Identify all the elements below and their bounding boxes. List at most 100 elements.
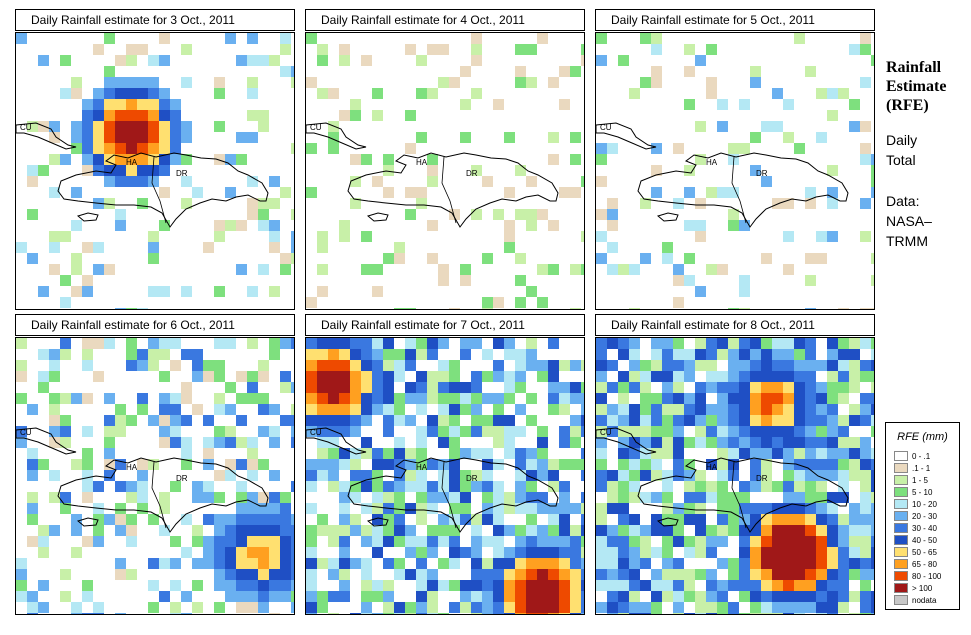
rainfall-cell (504, 580, 515, 591)
rainfall-cell (651, 393, 662, 404)
rainfall-cell (181, 382, 192, 393)
rainfall-cell (548, 503, 559, 514)
rainfall-cell (126, 415, 137, 426)
rainfall-cell (838, 459, 849, 470)
rainfall-cell (618, 264, 629, 275)
rainfall-cell (71, 393, 82, 404)
rainfall-cell (673, 459, 684, 470)
rainfall-cell (317, 426, 328, 437)
rainfall-cell (280, 536, 291, 547)
rainfall-cell (493, 437, 504, 448)
rainfall-cell (493, 547, 504, 558)
rainfall-cell (350, 613, 361, 614)
rainfall-cell (291, 209, 294, 220)
rainfall-cell (772, 198, 783, 209)
rainfall-cell (607, 209, 618, 220)
rainfall-cell (38, 580, 49, 591)
rainfall-cell (126, 55, 137, 66)
rainfall-cell (537, 602, 548, 613)
rainfall-cell (438, 393, 449, 404)
rainfall-cell (247, 536, 258, 547)
rainfall-cell (471, 470, 482, 481)
rainfall-cell (137, 110, 148, 121)
rainfall-cell (280, 591, 291, 602)
rainfall-cell (570, 437, 581, 448)
rainfall-cell (493, 338, 504, 349)
rainfall-cell (548, 525, 559, 536)
rainfall-cell (827, 602, 838, 613)
rainfall-cell (170, 404, 181, 415)
rainfall-cell (71, 132, 82, 143)
rainfall-cell (849, 613, 860, 614)
rainfall-cell (170, 393, 181, 404)
rainfall-cell (148, 349, 159, 360)
rainfall-cell (328, 415, 339, 426)
rainfall-cell (860, 231, 871, 242)
rainfall-cell (783, 591, 794, 602)
rainfall-cell (181, 448, 192, 459)
rainfall-cell (416, 503, 427, 514)
rainfall-cell (871, 613, 874, 614)
rainfall-cell (236, 547, 247, 558)
rainfall-cell (504, 613, 515, 614)
rainfall-cell (137, 132, 148, 143)
rainfall-cell (460, 470, 471, 481)
rainfall-cell (871, 514, 874, 525)
rainfall-cell (104, 110, 115, 121)
rainfall-grid (596, 33, 874, 309)
rainfall-cell (794, 426, 805, 437)
rainfall-cell (350, 558, 361, 569)
rainfall-cell (493, 569, 504, 580)
rainfall-cell (618, 569, 629, 580)
rainfall-cell (493, 503, 504, 514)
rainfall-cell (383, 426, 394, 437)
rainfall-cell (225, 459, 236, 470)
rainfall-cell (16, 360, 27, 371)
rainfall-cell (49, 360, 60, 371)
rainfall-cell (607, 613, 618, 614)
rainfall-cell (504, 393, 515, 404)
rainfall-cell (460, 349, 471, 360)
rainfall-cell (717, 349, 728, 360)
rainfall-cell (493, 602, 504, 613)
rainfall-cell (236, 558, 247, 569)
rainfall-cell (361, 448, 372, 459)
rainfall-cell (93, 143, 104, 154)
rainfall-cell (170, 558, 181, 569)
rainfall-cell (258, 404, 269, 415)
rainfall-cell (526, 77, 537, 88)
rainfall-cell (640, 360, 651, 371)
rainfall-cell (739, 481, 750, 492)
rainfall-cell (673, 264, 684, 275)
rainfall-cell (838, 448, 849, 459)
rainfall-cell (482, 349, 493, 360)
rainfall-cell (126, 308, 137, 309)
rainfall-cell (82, 470, 93, 481)
rainfall-cell (673, 448, 684, 459)
rainfall-cell (460, 393, 471, 404)
rainfall-cell (794, 525, 805, 536)
rainfall-cell (827, 393, 838, 404)
rainfall-cell (137, 503, 148, 514)
rainfall-cell (60, 437, 71, 448)
rainfall-cell (82, 132, 93, 143)
rainfall-cell (350, 360, 361, 371)
rainfall-cell (651, 44, 662, 55)
rainfall-cell (460, 382, 471, 393)
rainfall-cell (750, 415, 761, 426)
rainfall-cell (794, 569, 805, 580)
rainfall-cell (416, 558, 427, 569)
rainfall-cell (181, 176, 192, 187)
rainfall-cell (405, 110, 416, 121)
rainfall-cell (115, 459, 126, 470)
rainfall-grid (306, 33, 584, 309)
rainfall-cell (438, 558, 449, 569)
rainfall-cell (49, 437, 60, 448)
rainfall-cell (728, 404, 739, 415)
rainfall-cell (515, 382, 526, 393)
rainfall-cell (269, 220, 280, 231)
rainfall-cell (317, 55, 328, 66)
rainfall-cell (684, 514, 695, 525)
rainfall-cell (383, 253, 394, 264)
rainfall-cell (291, 404, 294, 415)
